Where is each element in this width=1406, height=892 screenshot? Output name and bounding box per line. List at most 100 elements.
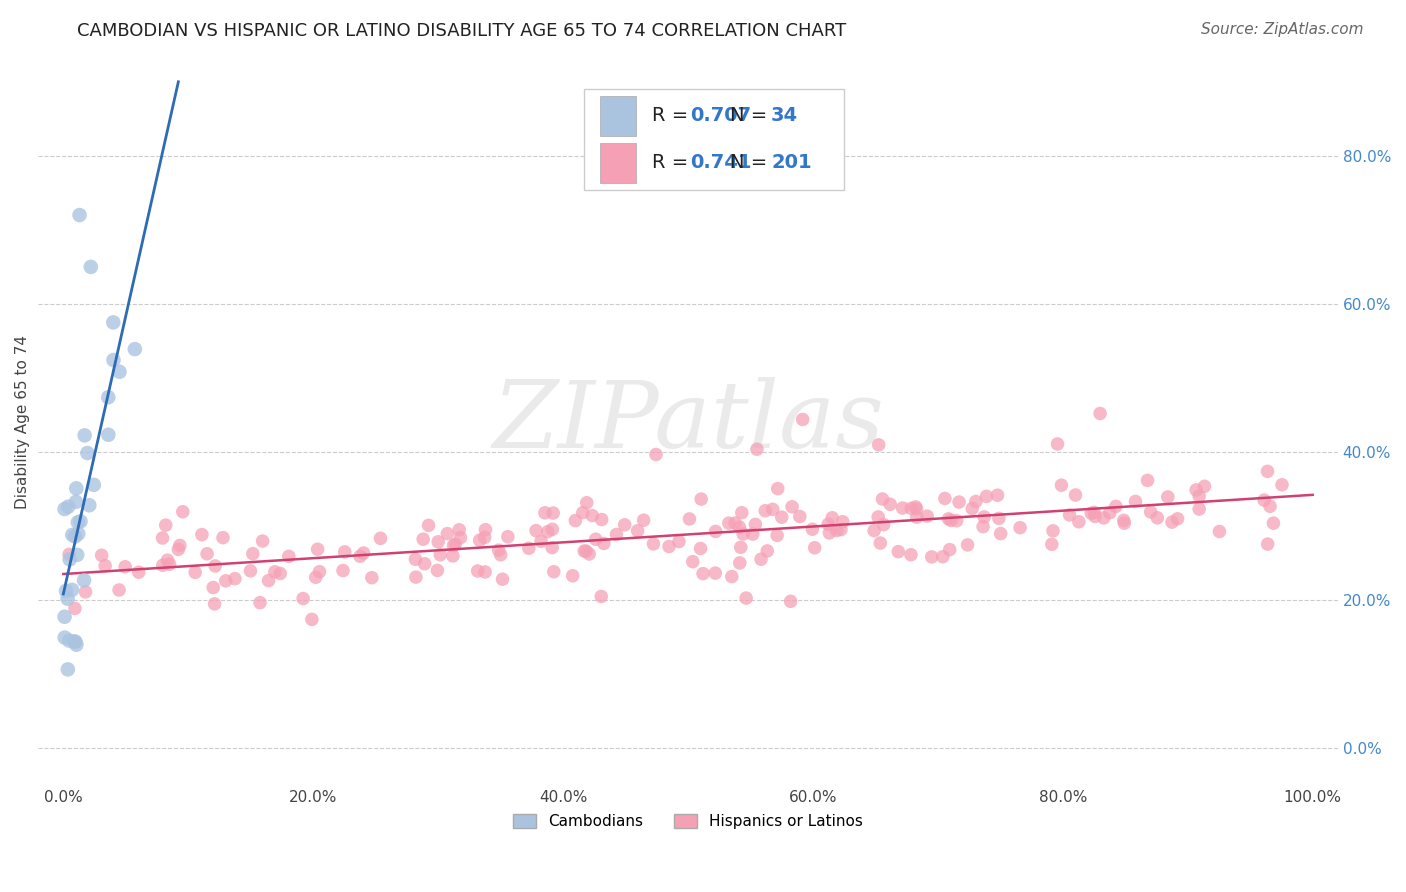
Point [938, 512, 960, 526]
Point [591, 590, 613, 604]
Point [704, 566, 727, 581]
Point [574, 544, 596, 558]
Point [1253, 493, 1275, 508]
Point [1092, 511, 1115, 525]
Point [872, 517, 894, 532]
Point [412, 532, 434, 546]
FancyBboxPatch shape [583, 88, 844, 190]
Point [789, 509, 811, 524]
Point [578, 547, 600, 561]
Point [1257, 537, 1279, 551]
Point [887, 544, 910, 558]
Point [239, 564, 262, 578]
Point [938, 542, 960, 557]
Point [1064, 488, 1087, 502]
Point [307, 542, 329, 557]
Point [108, 365, 131, 379]
Point [65, 635, 87, 649]
Point [55, 583, 77, 598]
Point [63, 529, 86, 543]
Point [1084, 509, 1107, 524]
Point [491, 572, 513, 586]
Point [159, 557, 181, 571]
Point [530, 534, 553, 549]
Point [905, 510, 928, 524]
Point [252, 534, 274, 549]
Point [124, 342, 146, 356]
Y-axis label: Disability Age 65 to 74: Disability Age 65 to 74 [15, 335, 30, 509]
Point [449, 531, 471, 545]
Point [756, 544, 779, 558]
Point [1161, 515, 1184, 529]
Text: ZIPatlas: ZIPatlas [492, 377, 884, 467]
Point [1188, 489, 1211, 503]
Point [169, 538, 191, 552]
Point [155, 518, 177, 533]
Point [1194, 479, 1216, 493]
Point [63, 601, 86, 615]
Point [561, 568, 583, 582]
Point [1114, 516, 1136, 531]
Point [257, 574, 280, 588]
Point [202, 581, 225, 595]
Point [869, 536, 891, 550]
Point [1167, 512, 1189, 526]
Point [932, 549, 955, 564]
Point [66, 548, 89, 562]
Point [1257, 464, 1279, 478]
Point [575, 544, 598, 558]
Point [65, 495, 87, 509]
Point [741, 527, 763, 541]
Point [830, 523, 852, 537]
Point [204, 558, 226, 573]
Point [780, 500, 803, 514]
Point [745, 442, 768, 457]
Text: Source: ZipAtlas.com: Source: ZipAtlas.com [1201, 22, 1364, 37]
Point [474, 523, 496, 537]
Point [269, 566, 291, 581]
Point [591, 512, 613, 526]
Point [891, 501, 914, 516]
Point [58, 500, 80, 514]
Point [564, 514, 586, 528]
Point [360, 571, 382, 585]
Point [370, 532, 392, 546]
Point [204, 597, 226, 611]
Point [405, 570, 427, 584]
Point [436, 526, 458, 541]
Point [63, 634, 86, 648]
Point [66, 516, 89, 530]
Point [605, 527, 627, 541]
Point [167, 542, 190, 557]
Point [658, 540, 681, 554]
Point [581, 508, 603, 523]
Point [308, 565, 330, 579]
Point [537, 524, 560, 539]
Point [633, 513, 655, 527]
Point [191, 527, 214, 541]
Point [1088, 407, 1111, 421]
Point [879, 497, 901, 511]
Point [534, 506, 557, 520]
Point [1059, 508, 1081, 522]
Point [728, 556, 751, 570]
Point [792, 412, 814, 426]
Point [613, 517, 636, 532]
Point [73, 428, 96, 442]
Point [333, 545, 356, 559]
Point [418, 518, 440, 533]
Point [754, 504, 776, 518]
Point [728, 520, 751, 534]
Point [301, 612, 323, 626]
Point [770, 510, 793, 524]
Point [900, 548, 922, 562]
Point [292, 591, 315, 606]
Point [488, 543, 510, 558]
Point [1157, 490, 1180, 504]
Point [60, 582, 83, 597]
Point [905, 502, 928, 516]
Point [692, 566, 714, 581]
Point [973, 510, 995, 524]
Legend: Cambodians, Hispanics or Latinos: Cambodians, Hispanics or Latinos [508, 808, 869, 836]
Point [1125, 494, 1147, 508]
